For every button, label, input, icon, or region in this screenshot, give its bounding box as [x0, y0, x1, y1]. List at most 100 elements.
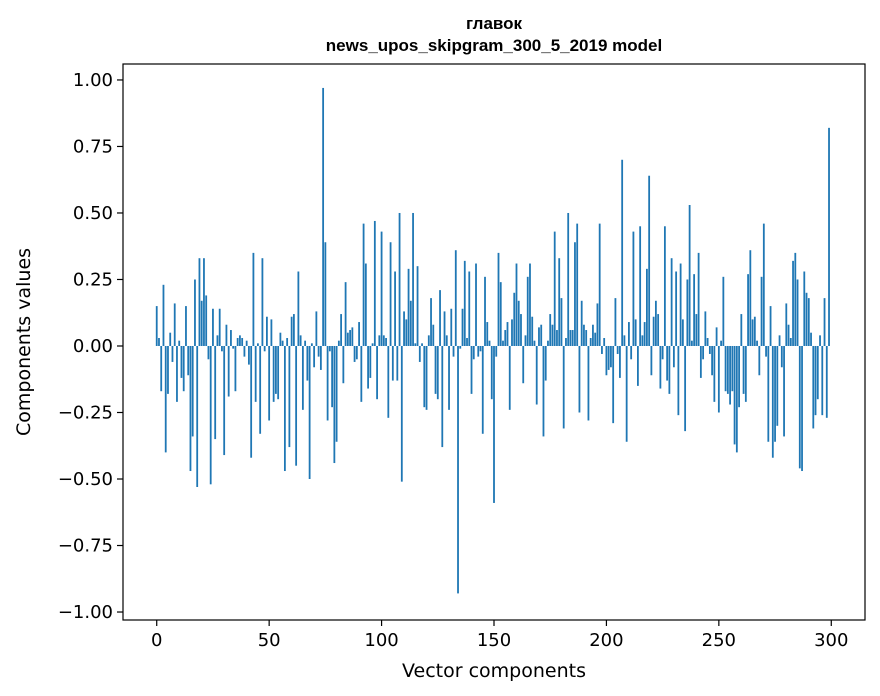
bar: [533, 340, 536, 346]
bar: [513, 292, 516, 346]
bar: [558, 258, 561, 346]
bar: [594, 332, 597, 346]
bar: [230, 330, 232, 346]
x-axis-label: Vector components: [402, 660, 586, 682]
bar: [538, 327, 540, 346]
bar: [708, 345, 711, 354]
chart-title-line-1: главок: [466, 14, 523, 33]
bar: [225, 324, 228, 346]
bar: [787, 324, 790, 346]
bar: [218, 308, 221, 346]
bar: [789, 338, 792, 346]
bar: [598, 223, 601, 346]
bar: [209, 345, 212, 485]
y-tick-label: −1.00: [58, 602, 113, 623]
bar: [542, 345, 545, 437]
bar: [484, 276, 486, 346]
bar: [355, 345, 358, 360]
bar: [803, 271, 806, 346]
bar: [261, 258, 264, 346]
bar: [409, 300, 412, 346]
bar: [405, 319, 408, 346]
bar: [281, 340, 284, 346]
bar: [266, 316, 268, 346]
bar: [185, 306, 187, 346]
bar: [351, 327, 354, 346]
bar: [396, 345, 399, 381]
bar: [340, 314, 342, 346]
bar: [726, 345, 729, 394]
bar: [749, 250, 752, 346]
x-tick-label: 100: [364, 630, 398, 651]
x-tick-label: 250: [702, 630, 736, 651]
chart-title-line-2: news_upos_skipgram_300_5_2019 model: [326, 36, 662, 55]
bar: [648, 175, 651, 346]
bar: [328, 345, 331, 352]
bar: [637, 345, 639, 386]
bar: [713, 345, 716, 402]
bar: [301, 345, 304, 410]
bar: [416, 266, 419, 346]
bar: [234, 345, 237, 392]
bar: [250, 345, 253, 458]
bar: [497, 252, 500, 346]
bar: [508, 345, 511, 410]
bar: [306, 345, 309, 381]
bar: [807, 298, 810, 346]
bar: [601, 345, 603, 354]
bar: [621, 159, 624, 346]
bar: [212, 308, 214, 346]
bar: [670, 258, 673, 346]
bar: [326, 345, 329, 421]
bar: [198, 258, 201, 346]
bar: [684, 345, 687, 432]
bar: [434, 345, 437, 394]
bar: [425, 345, 428, 410]
bar: [463, 260, 466, 346]
bar: [272, 345, 275, 402]
bar: [794, 252, 797, 346]
bar: [176, 345, 178, 402]
bar: [729, 345, 731, 405]
bar: [371, 343, 374, 346]
bar: [367, 345, 369, 389]
bar: [430, 298, 432, 346]
bar: [574, 242, 576, 346]
x-tick-label: 150: [477, 630, 511, 651]
bar: [292, 314, 295, 346]
bar: [751, 319, 754, 346]
bar: [475, 263, 477, 346]
bar: [216, 335, 219, 346]
bar: [717, 345, 720, 413]
bar: [333, 345, 336, 464]
bar: [625, 345, 628, 442]
bar: [524, 335, 527, 346]
bar: [452, 345, 455, 357]
bar: [155, 306, 158, 346]
bar: [693, 274, 696, 346]
bar: [735, 345, 738, 453]
bar: [774, 345, 776, 442]
bar: [360, 345, 363, 402]
bar: [436, 345, 439, 400]
bar: [628, 322, 630, 346]
bar: [810, 332, 812, 346]
bar: [205, 295, 208, 346]
bar: [560, 298, 563, 346]
bar: [187, 345, 190, 376]
bar: [313, 345, 316, 368]
plot-area-frame: [122, 63, 866, 621]
y-tick-label: −0.75: [58, 536, 113, 557]
bar: [299, 335, 302, 346]
bar: [493, 345, 495, 503]
bar: [634, 319, 637, 346]
bar: [767, 345, 770, 442]
bar: [441, 345, 444, 448]
bar: [522, 345, 525, 384]
bar: [646, 268, 648, 346]
bar: [400, 345, 403, 482]
bar: [517, 300, 520, 346]
bar: [814, 345, 817, 416]
bar: [315, 311, 318, 346]
bar: [499, 282, 502, 346]
